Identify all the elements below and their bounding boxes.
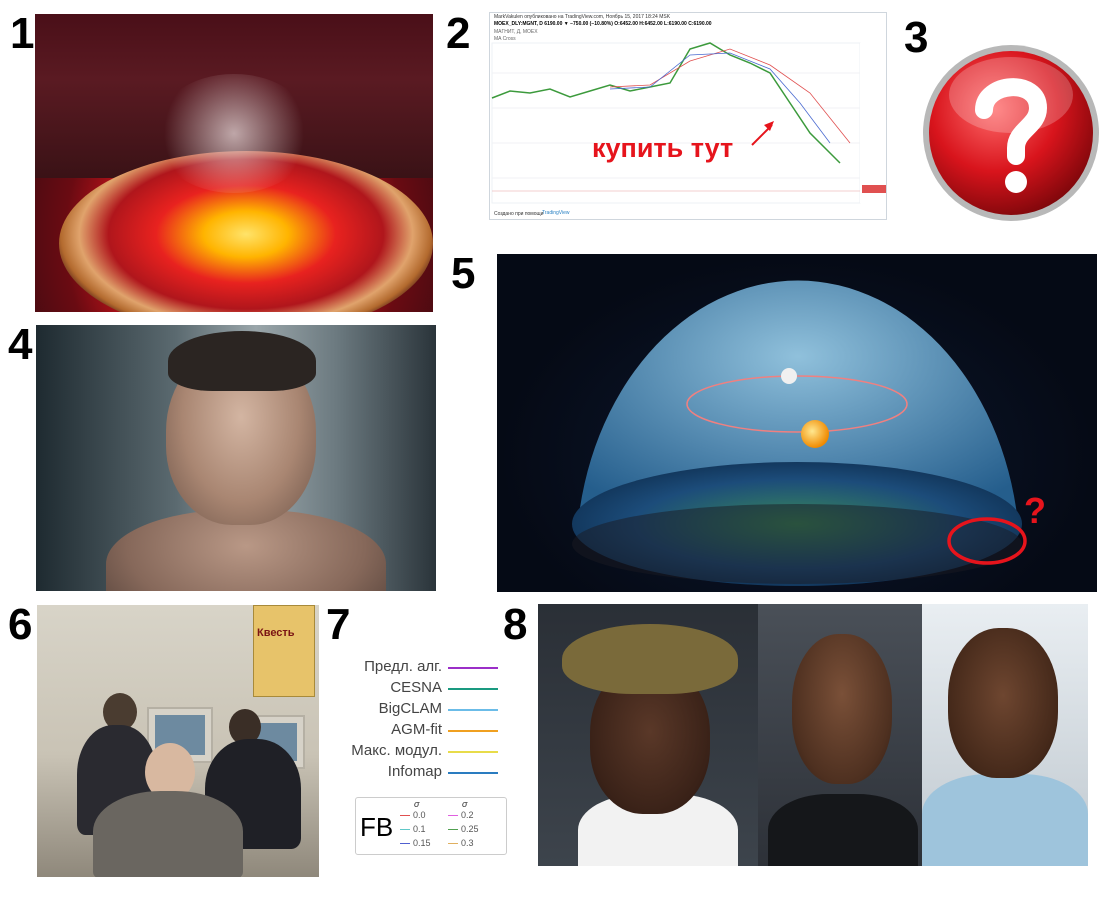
man-portrait-photo bbox=[36, 325, 436, 591]
denim-jacket bbox=[922, 774, 1088, 866]
legend-item: Infomap bbox=[320, 763, 500, 783]
flat-earth-dome-illustration: ? bbox=[497, 254, 1097, 592]
chart-header-ticker: MOEX_DLY:MGNT, D 6190.00 ▼ −750.00 (−10.… bbox=[494, 21, 712, 27]
face bbox=[792, 634, 892, 784]
fb-label: FB bbox=[360, 812, 394, 842]
legend-swatch bbox=[448, 688, 498, 690]
legend-label: Infomap bbox=[387, 763, 442, 780]
chart-legend: Предл. алг. CESNA BigCLAM AGM-fit Макс. … bbox=[320, 600, 500, 860]
legend-swatch bbox=[448, 751, 498, 753]
sigma-item: 0.0 bbox=[400, 810, 426, 822]
legend-item: Макс. модул. bbox=[320, 742, 500, 762]
sigma-header: σ bbox=[414, 799, 420, 809]
question-mark-icon bbox=[918, 40, 1104, 226]
computer-club-photo: Квесть bbox=[37, 605, 319, 877]
circus-arena-photo bbox=[35, 14, 433, 312]
hair bbox=[168, 331, 316, 391]
legend-item: CESNA bbox=[320, 679, 500, 699]
man-in-denim-photo bbox=[922, 604, 1088, 866]
stock-chart-screenshot: MarkVakulen опубликовано на TradingView.… bbox=[489, 12, 887, 220]
shirt bbox=[768, 794, 918, 866]
legend-item: AGM-fit bbox=[320, 721, 500, 741]
tradingview-logo: TradingView bbox=[542, 210, 570, 216]
poster-title: Квесть bbox=[257, 627, 295, 639]
chart-header-indicator: MA Cross bbox=[494, 36, 516, 42]
chart-header-symbol: МАГНИТ, Д, MOEX bbox=[494, 29, 538, 35]
panel-number-7: 7 bbox=[326, 600, 351, 649]
sigma-item: 0.15 bbox=[400, 838, 431, 850]
legend-swatch bbox=[448, 709, 498, 711]
panel-number-4: 4 bbox=[8, 320, 33, 369]
legend-item: Предл. алг. bbox=[320, 658, 500, 678]
legend-label: Макс. модул. bbox=[351, 742, 442, 759]
panel-number-5: 5 bbox=[451, 249, 476, 298]
panel-number-6: 6 bbox=[8, 600, 33, 649]
legend-item: BigCLAM bbox=[320, 700, 500, 720]
legend-swatch bbox=[448, 772, 498, 774]
sigma-header: σ bbox=[462, 799, 468, 809]
poster bbox=[253, 605, 315, 697]
sigma-item: 0.25 bbox=[448, 824, 479, 836]
sigma-item: 0.2 bbox=[448, 810, 474, 822]
bald-man-photo bbox=[758, 604, 922, 866]
sigma-item: 0.3 bbox=[448, 838, 474, 850]
flat-earth-scene bbox=[572, 280, 1027, 586]
chart-plot bbox=[491, 42, 886, 204]
face bbox=[948, 628, 1058, 778]
legend-label: CESNA bbox=[390, 679, 442, 696]
panel-number-8: 8 bbox=[503, 600, 528, 649]
chart-header-publisher: MarkVakulen опубликовано на TradingView.… bbox=[494, 14, 671, 20]
legend-swatch bbox=[448, 730, 498, 732]
man-with-hat-photo bbox=[538, 604, 758, 866]
fedora-hat bbox=[562, 624, 738, 694]
legend-label: Предл. алг. bbox=[364, 658, 442, 675]
legend-label: BigCLAM bbox=[378, 700, 442, 717]
panel-number-3: 3 bbox=[904, 13, 929, 62]
sigma-item: 0.1 bbox=[400, 824, 426, 836]
person-head bbox=[103, 693, 137, 731]
panel-number-1: 1 bbox=[10, 9, 35, 58]
legend-label: AGM-fit bbox=[391, 721, 442, 738]
question-mark-annotation: ? bbox=[1024, 490, 1046, 531]
legend-swatch bbox=[448, 667, 498, 669]
chart-footer-text: Создано при помощи bbox=[494, 211, 544, 217]
buy-here-annotation: купить тут bbox=[592, 133, 734, 163]
panel-number-2: 2 bbox=[446, 9, 471, 58]
fb-sigma-legend: FB σ σ 0.0 0.1 0.15 0.2 0.25 0.3 bbox=[355, 797, 507, 855]
smoke-cloud bbox=[154, 73, 314, 193]
person bbox=[93, 791, 243, 877]
